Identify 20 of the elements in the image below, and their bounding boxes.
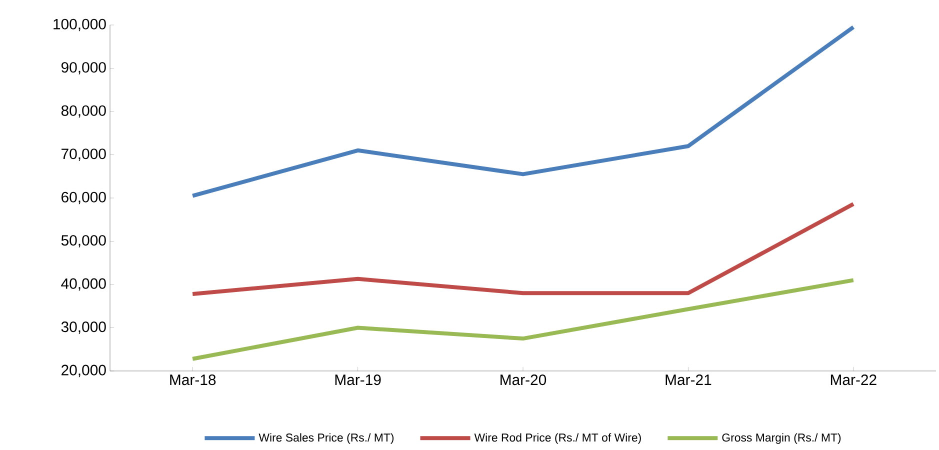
y-tick-label: 20,000	[62, 364, 106, 378]
legend-label: Wire Sales Price (Rs./ MT)	[258, 433, 394, 444]
y-tick-label: 70,000	[62, 148, 106, 161]
y-tick-label: 90,000	[61, 62, 106, 74]
line-series	[190, 25, 856, 198]
line-series	[190, 278, 856, 361]
y-tick-label: 50,000	[61, 235, 106, 248]
x-tick-label: Mar-19	[335, 374, 381, 386]
y-tick-label: 40,000	[61, 278, 106, 291]
x-tick-label: Mar-20	[500, 374, 546, 386]
x-tick-label: Mar-18	[170, 374, 216, 386]
legend-label: Wire Rod Price (Rs./ MT of Wire)	[474, 433, 641, 444]
y-tick-label: 60,000	[62, 192, 106, 204]
line-series	[190, 202, 856, 296]
x-tick-label: Mar-21	[666, 374, 712, 386]
y-tick-label: 30,000	[61, 322, 106, 334]
x-tick-label: Mar-22	[830, 374, 876, 386]
legend-label: Gross Margin (Rs./ MT)	[722, 433, 841, 444]
y-tick-label: 80,000	[61, 105, 106, 118]
y-tick-label: 100,000	[54, 18, 106, 32]
